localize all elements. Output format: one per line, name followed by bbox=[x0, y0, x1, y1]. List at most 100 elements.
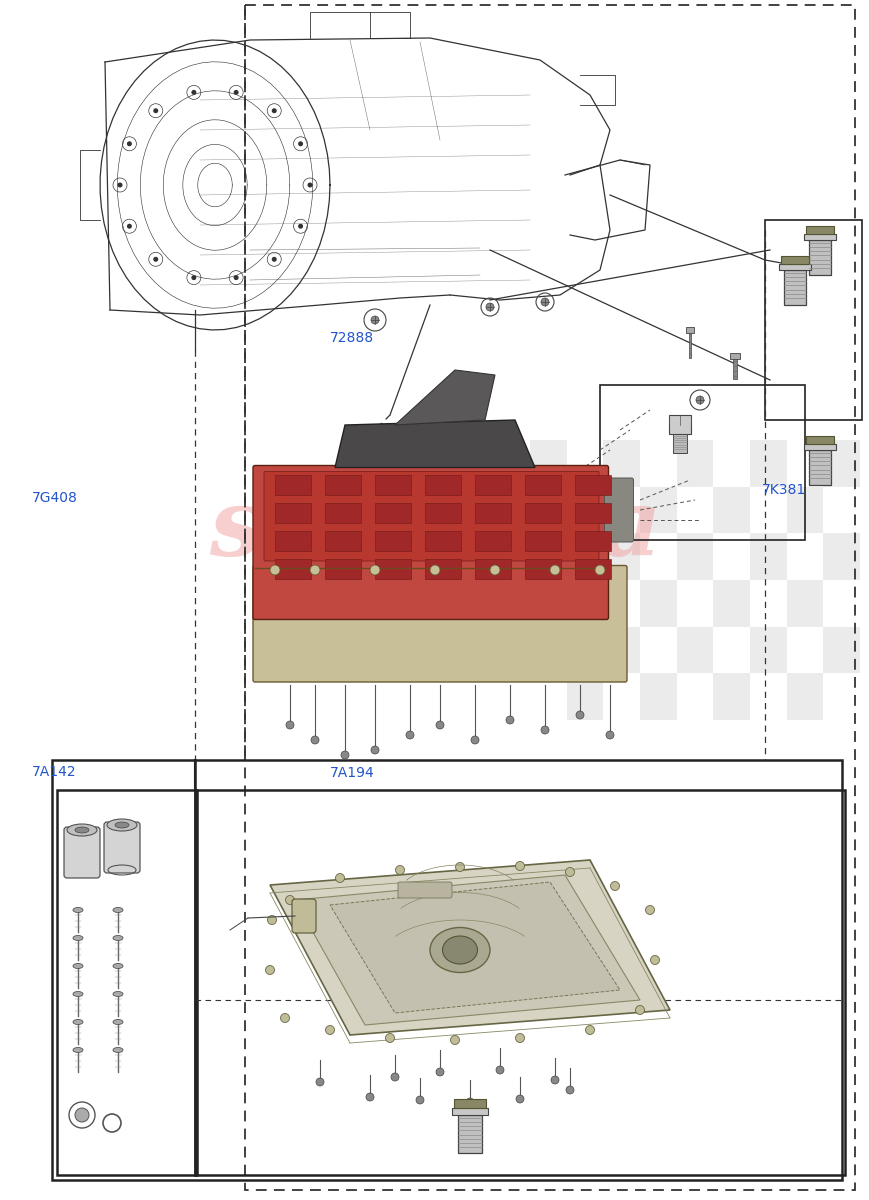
Ellipse shape bbox=[265, 966, 275, 974]
Ellipse shape bbox=[73, 1048, 83, 1052]
Bar bbox=[245, 5, 854, 1190]
Bar bbox=[52, 760, 841, 1180]
Bar bbox=[325, 503, 361, 523]
Ellipse shape bbox=[325, 1026, 334, 1034]
Ellipse shape bbox=[73, 936, 83, 941]
Ellipse shape bbox=[415, 1096, 423, 1104]
Ellipse shape bbox=[566, 1086, 574, 1094]
Bar bbox=[566, 673, 602, 720]
Bar bbox=[672, 434, 687, 452]
Ellipse shape bbox=[650, 955, 659, 965]
Bar bbox=[805, 436, 833, 444]
Ellipse shape bbox=[127, 223, 132, 229]
Bar bbox=[786, 580, 822, 626]
Bar bbox=[195, 790, 844, 1175]
Bar bbox=[822, 533, 859, 580]
Ellipse shape bbox=[271, 257, 276, 262]
Ellipse shape bbox=[450, 1036, 459, 1044]
Bar bbox=[686, 326, 693, 332]
Ellipse shape bbox=[549, 565, 560, 575]
Bar bbox=[474, 475, 510, 494]
Polygon shape bbox=[295, 875, 640, 1025]
Bar bbox=[474, 530, 510, 551]
Ellipse shape bbox=[575, 710, 583, 719]
Ellipse shape bbox=[606, 731, 614, 739]
Bar bbox=[574, 559, 610, 578]
Polygon shape bbox=[329, 882, 620, 1013]
Ellipse shape bbox=[191, 90, 196, 95]
Ellipse shape bbox=[515, 862, 524, 870]
Bar bbox=[713, 580, 749, 626]
FancyBboxPatch shape bbox=[253, 466, 607, 619]
Ellipse shape bbox=[335, 874, 344, 882]
Ellipse shape bbox=[370, 746, 379, 754]
Text: 7G408: 7G408 bbox=[32, 491, 78, 505]
Bar bbox=[275, 530, 310, 551]
Ellipse shape bbox=[113, 907, 123, 912]
Bar bbox=[822, 626, 859, 673]
Ellipse shape bbox=[370, 316, 379, 324]
Bar bbox=[425, 503, 461, 523]
Ellipse shape bbox=[298, 142, 302, 146]
Ellipse shape bbox=[107, 818, 136, 830]
Bar bbox=[425, 530, 461, 551]
Bar bbox=[640, 487, 676, 533]
Text: 72888: 72888 bbox=[329, 331, 374, 346]
Bar bbox=[780, 256, 808, 264]
Bar bbox=[764, 220, 861, 420]
Bar bbox=[529, 533, 566, 580]
Ellipse shape bbox=[153, 108, 158, 113]
Bar bbox=[454, 1099, 486, 1108]
Bar bbox=[452, 1108, 488, 1115]
FancyBboxPatch shape bbox=[104, 822, 140, 874]
Ellipse shape bbox=[310, 736, 319, 744]
Ellipse shape bbox=[541, 726, 548, 734]
Bar bbox=[668, 415, 690, 434]
Bar bbox=[786, 487, 822, 533]
Ellipse shape bbox=[506, 716, 514, 724]
Ellipse shape bbox=[315, 1078, 323, 1086]
Bar bbox=[676, 440, 713, 487]
Ellipse shape bbox=[234, 275, 238, 280]
Bar bbox=[275, 503, 310, 523]
Bar bbox=[457, 1115, 481, 1153]
Bar bbox=[524, 530, 561, 551]
Bar bbox=[808, 240, 830, 275]
Ellipse shape bbox=[269, 565, 280, 575]
Ellipse shape bbox=[435, 721, 443, 728]
Bar bbox=[783, 270, 805, 305]
Ellipse shape bbox=[113, 936, 123, 941]
Bar bbox=[566, 580, 602, 626]
Bar bbox=[375, 475, 410, 494]
Bar bbox=[275, 475, 310, 494]
Ellipse shape bbox=[341, 751, 348, 758]
FancyBboxPatch shape bbox=[397, 882, 452, 898]
Bar bbox=[529, 440, 566, 487]
Ellipse shape bbox=[466, 1098, 474, 1106]
Text: 7A194: 7A194 bbox=[329, 766, 375, 780]
Bar bbox=[803, 234, 835, 240]
Bar bbox=[566, 487, 602, 533]
Ellipse shape bbox=[390, 1073, 399, 1081]
Bar bbox=[778, 264, 810, 270]
Bar bbox=[325, 475, 361, 494]
Bar bbox=[713, 673, 749, 720]
Bar bbox=[574, 530, 610, 551]
Bar bbox=[375, 503, 410, 523]
Text: scuderia: scuderia bbox=[209, 485, 660, 575]
Bar bbox=[602, 626, 640, 673]
Text: car parts: car parts bbox=[346, 571, 523, 608]
Bar bbox=[688, 332, 691, 358]
FancyBboxPatch shape bbox=[604, 478, 633, 542]
Ellipse shape bbox=[695, 396, 703, 404]
Ellipse shape bbox=[429, 565, 440, 575]
Bar bbox=[574, 503, 610, 523]
Bar bbox=[729, 353, 740, 359]
Ellipse shape bbox=[565, 868, 574, 876]
Ellipse shape bbox=[307, 182, 312, 187]
Bar bbox=[822, 440, 859, 487]
Ellipse shape bbox=[73, 1020, 83, 1025]
Bar bbox=[640, 673, 676, 720]
Ellipse shape bbox=[645, 906, 653, 914]
Bar bbox=[676, 533, 713, 580]
